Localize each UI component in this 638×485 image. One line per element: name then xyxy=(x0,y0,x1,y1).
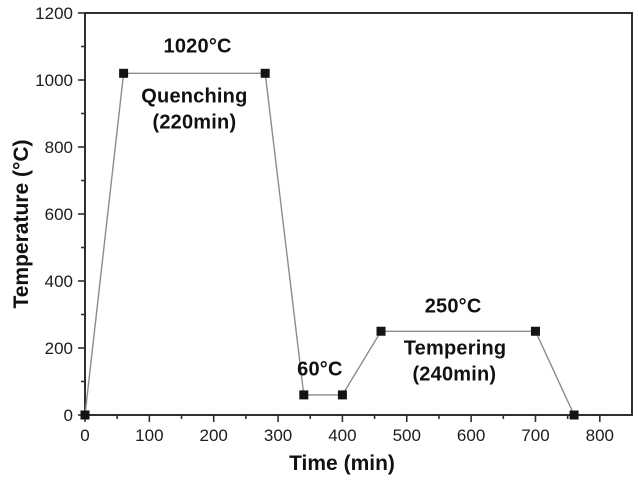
y-tick-label: 1000 xyxy=(35,71,73,90)
y-tick-label: 800 xyxy=(45,138,73,157)
y-tick-label: 0 xyxy=(64,406,73,425)
series-line xyxy=(84,72,575,416)
data-point-marker xyxy=(260,68,270,78)
y-tick-label: 200 xyxy=(45,339,73,358)
data-point-marker xyxy=(376,326,386,336)
data-point-marker xyxy=(530,326,540,336)
x-tick-label: 700 xyxy=(521,426,549,445)
temper-temp-label: 250°C xyxy=(424,295,482,318)
quench-temp-label: 1020°C xyxy=(163,35,232,57)
x-tick-label: 100 xyxy=(135,426,163,445)
quench-stage-label: Quenching xyxy=(141,85,248,108)
tick-marks xyxy=(78,12,601,422)
data-point-marker xyxy=(337,390,347,400)
x-tick-label: 0 xyxy=(80,426,89,445)
quench-duration-label: (220min) xyxy=(152,111,237,134)
y-tick-label: 400 xyxy=(45,272,73,291)
tick-labels: 0 100 200 300 400 500 600 700 800 0 200 400 600 800 10… xyxy=(35,4,614,445)
data-point-marker xyxy=(299,390,309,400)
data-point-marker xyxy=(569,410,579,420)
temper-duration-label: (240min) xyxy=(412,363,497,386)
series-markers xyxy=(80,68,579,420)
y-tick-label: 600 xyxy=(45,205,73,224)
x-tick-label: 300 xyxy=(264,426,292,445)
x-tick-label: 500 xyxy=(393,426,421,445)
data-point-marker xyxy=(80,410,90,420)
x-tick-label: 800 xyxy=(586,426,614,445)
cool-temp-label: 60°C xyxy=(297,358,343,381)
y-tick-label: 1200 xyxy=(35,4,73,23)
temper-stage-label: Tempering xyxy=(403,337,507,360)
x-axis-title: Time (min) xyxy=(289,452,395,475)
x-tick-label: 200 xyxy=(200,426,228,445)
x-tick-label: 400 xyxy=(328,426,356,445)
y-axis-title: Temperature (°C) xyxy=(10,139,33,309)
x-tick-label: 600 xyxy=(457,426,485,445)
data-point-marker xyxy=(119,68,129,78)
